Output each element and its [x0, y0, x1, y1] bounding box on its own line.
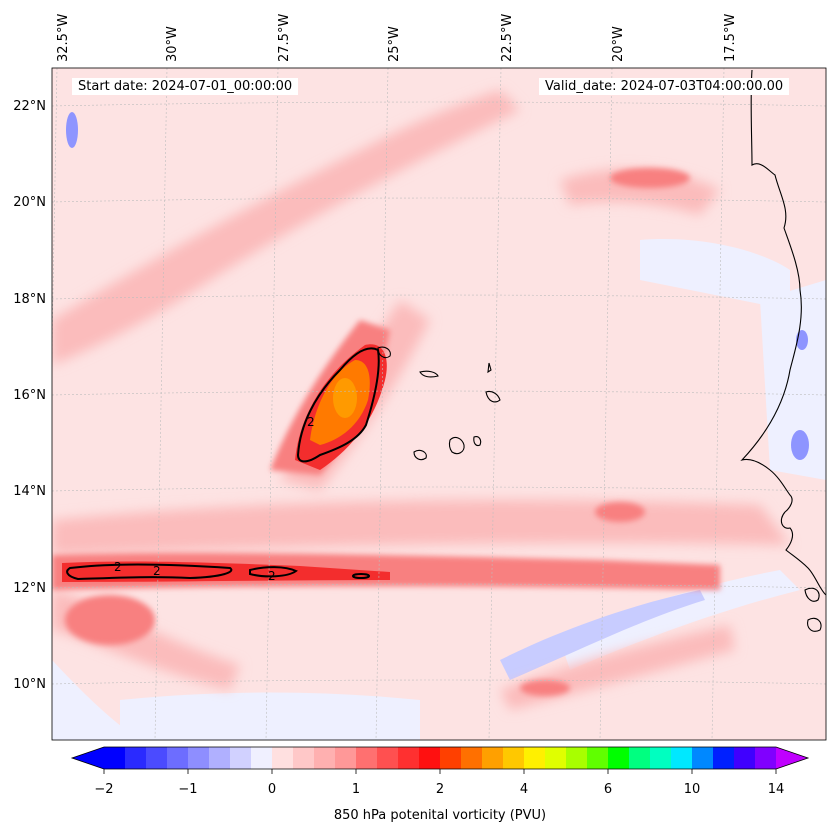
meridian-line: [488, 68, 502, 740]
lat-label: 10°N: [13, 677, 46, 692]
lat-label: 16°N: [13, 388, 46, 403]
meridian-line: [375, 68, 389, 740]
lat-label: 20°N: [13, 195, 46, 210]
colorbar-extend-high: [776, 747, 808, 769]
negative-pv-areas: [52, 112, 826, 740]
colorbar-cell: [461, 747, 483, 769]
map-field: 2 2 2 2: [52, 68, 826, 740]
colorbar-cell: [545, 747, 567, 769]
island: [473, 436, 482, 447]
colorbar-cell: [482, 747, 504, 769]
colorbar-tick-label: 0: [268, 782, 276, 797]
lon-label: 20°W: [611, 26, 626, 62]
colorbar-cell: [671, 747, 693, 769]
colorbar-cell: [440, 747, 462, 769]
island: [485, 390, 501, 403]
colorbar-extend-low: [72, 747, 104, 769]
colorbar-cell: [146, 747, 168, 769]
colorbar-cell: [272, 747, 294, 769]
colorbar-cell: [587, 747, 609, 769]
colorbar-tick-label: 2: [436, 782, 444, 797]
meridian-line: [154, 68, 168, 740]
island: [419, 370, 439, 378]
lat-label: 18°N: [13, 292, 46, 307]
valid-date-label: Valid_date: 2024-07-03T04:00:00.00: [539, 78, 790, 95]
colorbar-cell: [503, 747, 525, 769]
contour-line: [352, 573, 370, 579]
lon-label: 17.5°W: [723, 14, 738, 62]
colorbar-tick-label: 1: [352, 782, 360, 797]
colorbar-tick-label: 6: [604, 782, 612, 797]
vorticity-core: [310, 360, 370, 445]
colorbar-cell: [188, 747, 210, 769]
island: [804, 587, 820, 602]
pv-2-contours: [66, 347, 380, 581]
colorbar-cell: [566, 747, 588, 769]
contour-label: 2: [153, 564, 161, 578]
meridian-line: [711, 68, 725, 740]
colorbar-cell: [734, 747, 756, 769]
coastline: [377, 69, 826, 632]
colorbar-cell: [713, 747, 735, 769]
island: [807, 617, 822, 632]
colorbar-cell: [419, 747, 441, 769]
lon-label: 30°W: [165, 26, 180, 62]
colorbar-cell: [755, 747, 777, 769]
colorbar-cell: [251, 747, 273, 769]
colorbar-cell: [125, 747, 147, 769]
colorbar-cell: [314, 747, 336, 769]
colorbar-cell: [524, 747, 546, 769]
meridian-line: [599, 68, 613, 740]
colorbar-tick-label: −2: [94, 782, 113, 797]
colorbar-cell: [608, 747, 630, 769]
colorbar-tick-label: 10: [684, 782, 701, 797]
latitude-labels: 22°N 20°N 18°N 16°N 14°N 12°N 10°N: [13, 99, 46, 692]
colorbar-cell: [398, 747, 420, 769]
colorbar-label: 850 hPa potenital vorticity (PVU): [333, 808, 547, 823]
colorbar-cell: [209, 747, 231, 769]
colorbar-tick-label: 4: [520, 782, 528, 797]
island: [413, 449, 427, 461]
colorbar: −2 −1 0 1 2 4 6 10 14: [70, 746, 810, 797]
lat-label: 12°N: [13, 581, 46, 596]
island: [377, 346, 391, 359]
start-date-label: Start date: 2024-07-01_00:00:00: [72, 78, 299, 95]
contour-line: [66, 563, 233, 581]
colorbar-cell: [629, 747, 651, 769]
island: [487, 362, 492, 374]
colorbar-cell: [293, 747, 315, 769]
contour-label: 2: [307, 415, 315, 429]
colorbar-cell: [356, 747, 378, 769]
colorbar-cell: [167, 747, 189, 769]
colorbar-cell: [104, 747, 126, 769]
contour-label: 2: [268, 569, 276, 583]
meridian-line: [52, 68, 58, 365]
lon-label: 27.5°W: [277, 14, 292, 62]
lat-label: 14°N: [13, 484, 46, 499]
colorbar-cell: [335, 747, 357, 769]
colorbar-cell: [230, 747, 252, 769]
african-coast: [740, 69, 826, 596]
contour-label: 2: [114, 560, 122, 574]
map-frame: [51, 67, 827, 741]
colorbar-cell: [377, 747, 399, 769]
field-background: [52, 68, 826, 740]
contour-line: [296, 347, 380, 463]
colorbar-tick-label: −1: [178, 782, 197, 797]
meridian-line: [265, 68, 279, 740]
lon-label: 22.5°W: [500, 14, 515, 62]
colorbar-cell: [650, 747, 672, 769]
graticule: [52, 68, 826, 740]
longitude-labels: 32.5°W 30°W 27.5°W 25°W 22.5°W 20°W 17.5…: [56, 14, 738, 62]
colorbar-tick-label: 14: [768, 782, 785, 797]
lon-label: 32.5°W: [56, 14, 71, 62]
contour-line: [249, 566, 298, 578]
lat-label: 22°N: [13, 99, 46, 114]
colorbar-cell: [692, 747, 714, 769]
lon-label: 25°W: [387, 26, 402, 62]
island: [448, 436, 465, 455]
